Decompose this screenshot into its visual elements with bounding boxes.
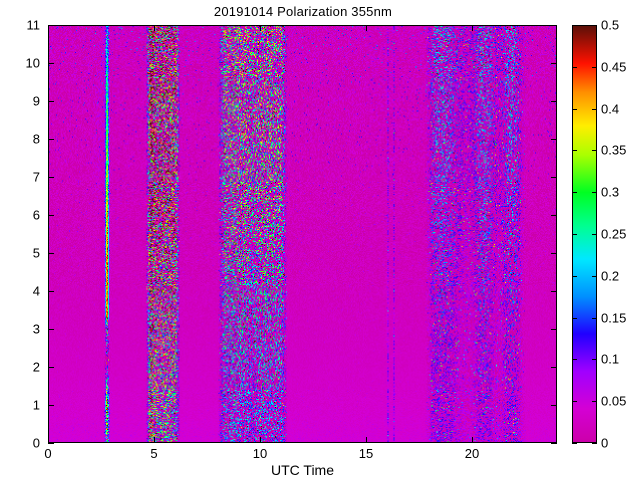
colorbar-tick xyxy=(572,276,577,277)
y-tick-label: 0 xyxy=(32,435,40,451)
y-tick-label: 7 xyxy=(32,169,40,185)
y-tick xyxy=(551,63,557,64)
y-tick xyxy=(48,139,54,140)
colorbar-tick xyxy=(592,443,597,444)
y-tick xyxy=(48,291,54,292)
y-tick xyxy=(551,215,557,216)
colorbar-gradient xyxy=(573,26,596,442)
y-tick xyxy=(551,101,557,102)
x-tick-label: 10 xyxy=(252,446,268,461)
x-tick xyxy=(154,437,155,443)
y-tick-label: 10 xyxy=(25,55,40,71)
y-tick xyxy=(551,367,557,368)
y-tick xyxy=(48,215,54,216)
y-tick xyxy=(48,253,54,254)
x-tick-label: 0 xyxy=(44,446,52,461)
colorbar-tick xyxy=(592,276,597,277)
colorbar-tick-label: 0.4 xyxy=(601,101,620,117)
y-tick xyxy=(551,405,557,406)
y-tick xyxy=(551,253,557,254)
colorbar-tick-label: 0.45 xyxy=(601,59,627,75)
y-tick-label: 9 xyxy=(32,93,40,109)
colorbar-tick xyxy=(592,67,597,68)
x-tick xyxy=(366,437,367,443)
colorbar-tick xyxy=(592,359,597,360)
y-tick xyxy=(48,329,54,330)
y-tick-label: 11 xyxy=(26,17,41,33)
colorbar-tick xyxy=(572,109,577,110)
colorbar-tick xyxy=(572,401,577,402)
y-tick-label: 3 xyxy=(32,321,40,337)
y-tick xyxy=(48,101,54,102)
x-tick xyxy=(472,25,473,31)
y-tick-label: 6 xyxy=(32,207,40,223)
colorbar-tick xyxy=(572,234,577,235)
y-tick xyxy=(551,25,557,26)
heatmap-image xyxy=(49,26,556,442)
colorbar-tick xyxy=(592,192,597,193)
x-axis-title: UTC Time xyxy=(271,462,334,478)
colorbar-tick xyxy=(572,443,577,444)
colorbar-tick-label: 0.05 xyxy=(601,393,627,409)
x-tick xyxy=(260,437,261,443)
y-tick xyxy=(551,177,557,178)
y-tick xyxy=(48,405,54,406)
colorbar-tick xyxy=(592,25,597,26)
colorbar-tick-label: 0.5 xyxy=(601,17,620,33)
x-tick xyxy=(472,437,473,443)
x-tick-label: 5 xyxy=(150,446,158,461)
colorbar-tick-label: 0 xyxy=(601,435,609,451)
y-tick xyxy=(48,443,54,444)
colorbar-tick xyxy=(592,318,597,319)
y-tick xyxy=(551,329,557,330)
colorbar-tick xyxy=(572,359,577,360)
colorbar-tick xyxy=(592,150,597,151)
colorbar-tick xyxy=(572,318,577,319)
y-tick xyxy=(48,177,54,178)
y-tick xyxy=(551,291,557,292)
x-tick-label: 20 xyxy=(464,446,480,461)
colorbar-tick xyxy=(592,109,597,110)
chart-title: 20191014 Polarization 355nm xyxy=(213,4,393,19)
y-tick xyxy=(48,63,54,64)
colorbar-tick-label: 0.1 xyxy=(601,351,620,367)
x-tick xyxy=(48,25,49,31)
colorbar-tick-label: 0.25 xyxy=(601,226,627,242)
x-tick-label: 15 xyxy=(358,446,374,461)
y-tick xyxy=(48,367,54,368)
colorbar-tick-label: 0.2 xyxy=(601,268,620,284)
colorbar-tick xyxy=(572,25,577,26)
y-tick xyxy=(551,139,557,140)
colorbar-tick-label: 0.35 xyxy=(601,142,627,158)
y-tick-label: 8 xyxy=(32,131,40,147)
colorbar-tick xyxy=(572,67,577,68)
y-tick xyxy=(551,443,557,444)
y-tick xyxy=(48,25,54,26)
colorbar-tick xyxy=(572,150,577,151)
colorbar-tick-label: 0.15 xyxy=(601,310,627,326)
x-tick xyxy=(260,25,261,31)
colorbar-tick xyxy=(592,234,597,235)
colorbar-tick-label: 0.3 xyxy=(601,184,620,200)
heatmap-plot-area[interactable] xyxy=(48,25,557,443)
x-tick xyxy=(366,25,367,31)
y-tick-label: 4 xyxy=(32,283,40,299)
colorbar-tick xyxy=(592,401,597,402)
x-tick xyxy=(154,25,155,31)
y-tick-label: 2 xyxy=(32,359,40,375)
y-tick-label: 1 xyxy=(32,397,40,413)
heatmap-raster xyxy=(49,26,556,442)
y-tick-label: 5 xyxy=(32,245,40,261)
colorbar-tick xyxy=(572,192,577,193)
x-tick xyxy=(48,437,49,443)
